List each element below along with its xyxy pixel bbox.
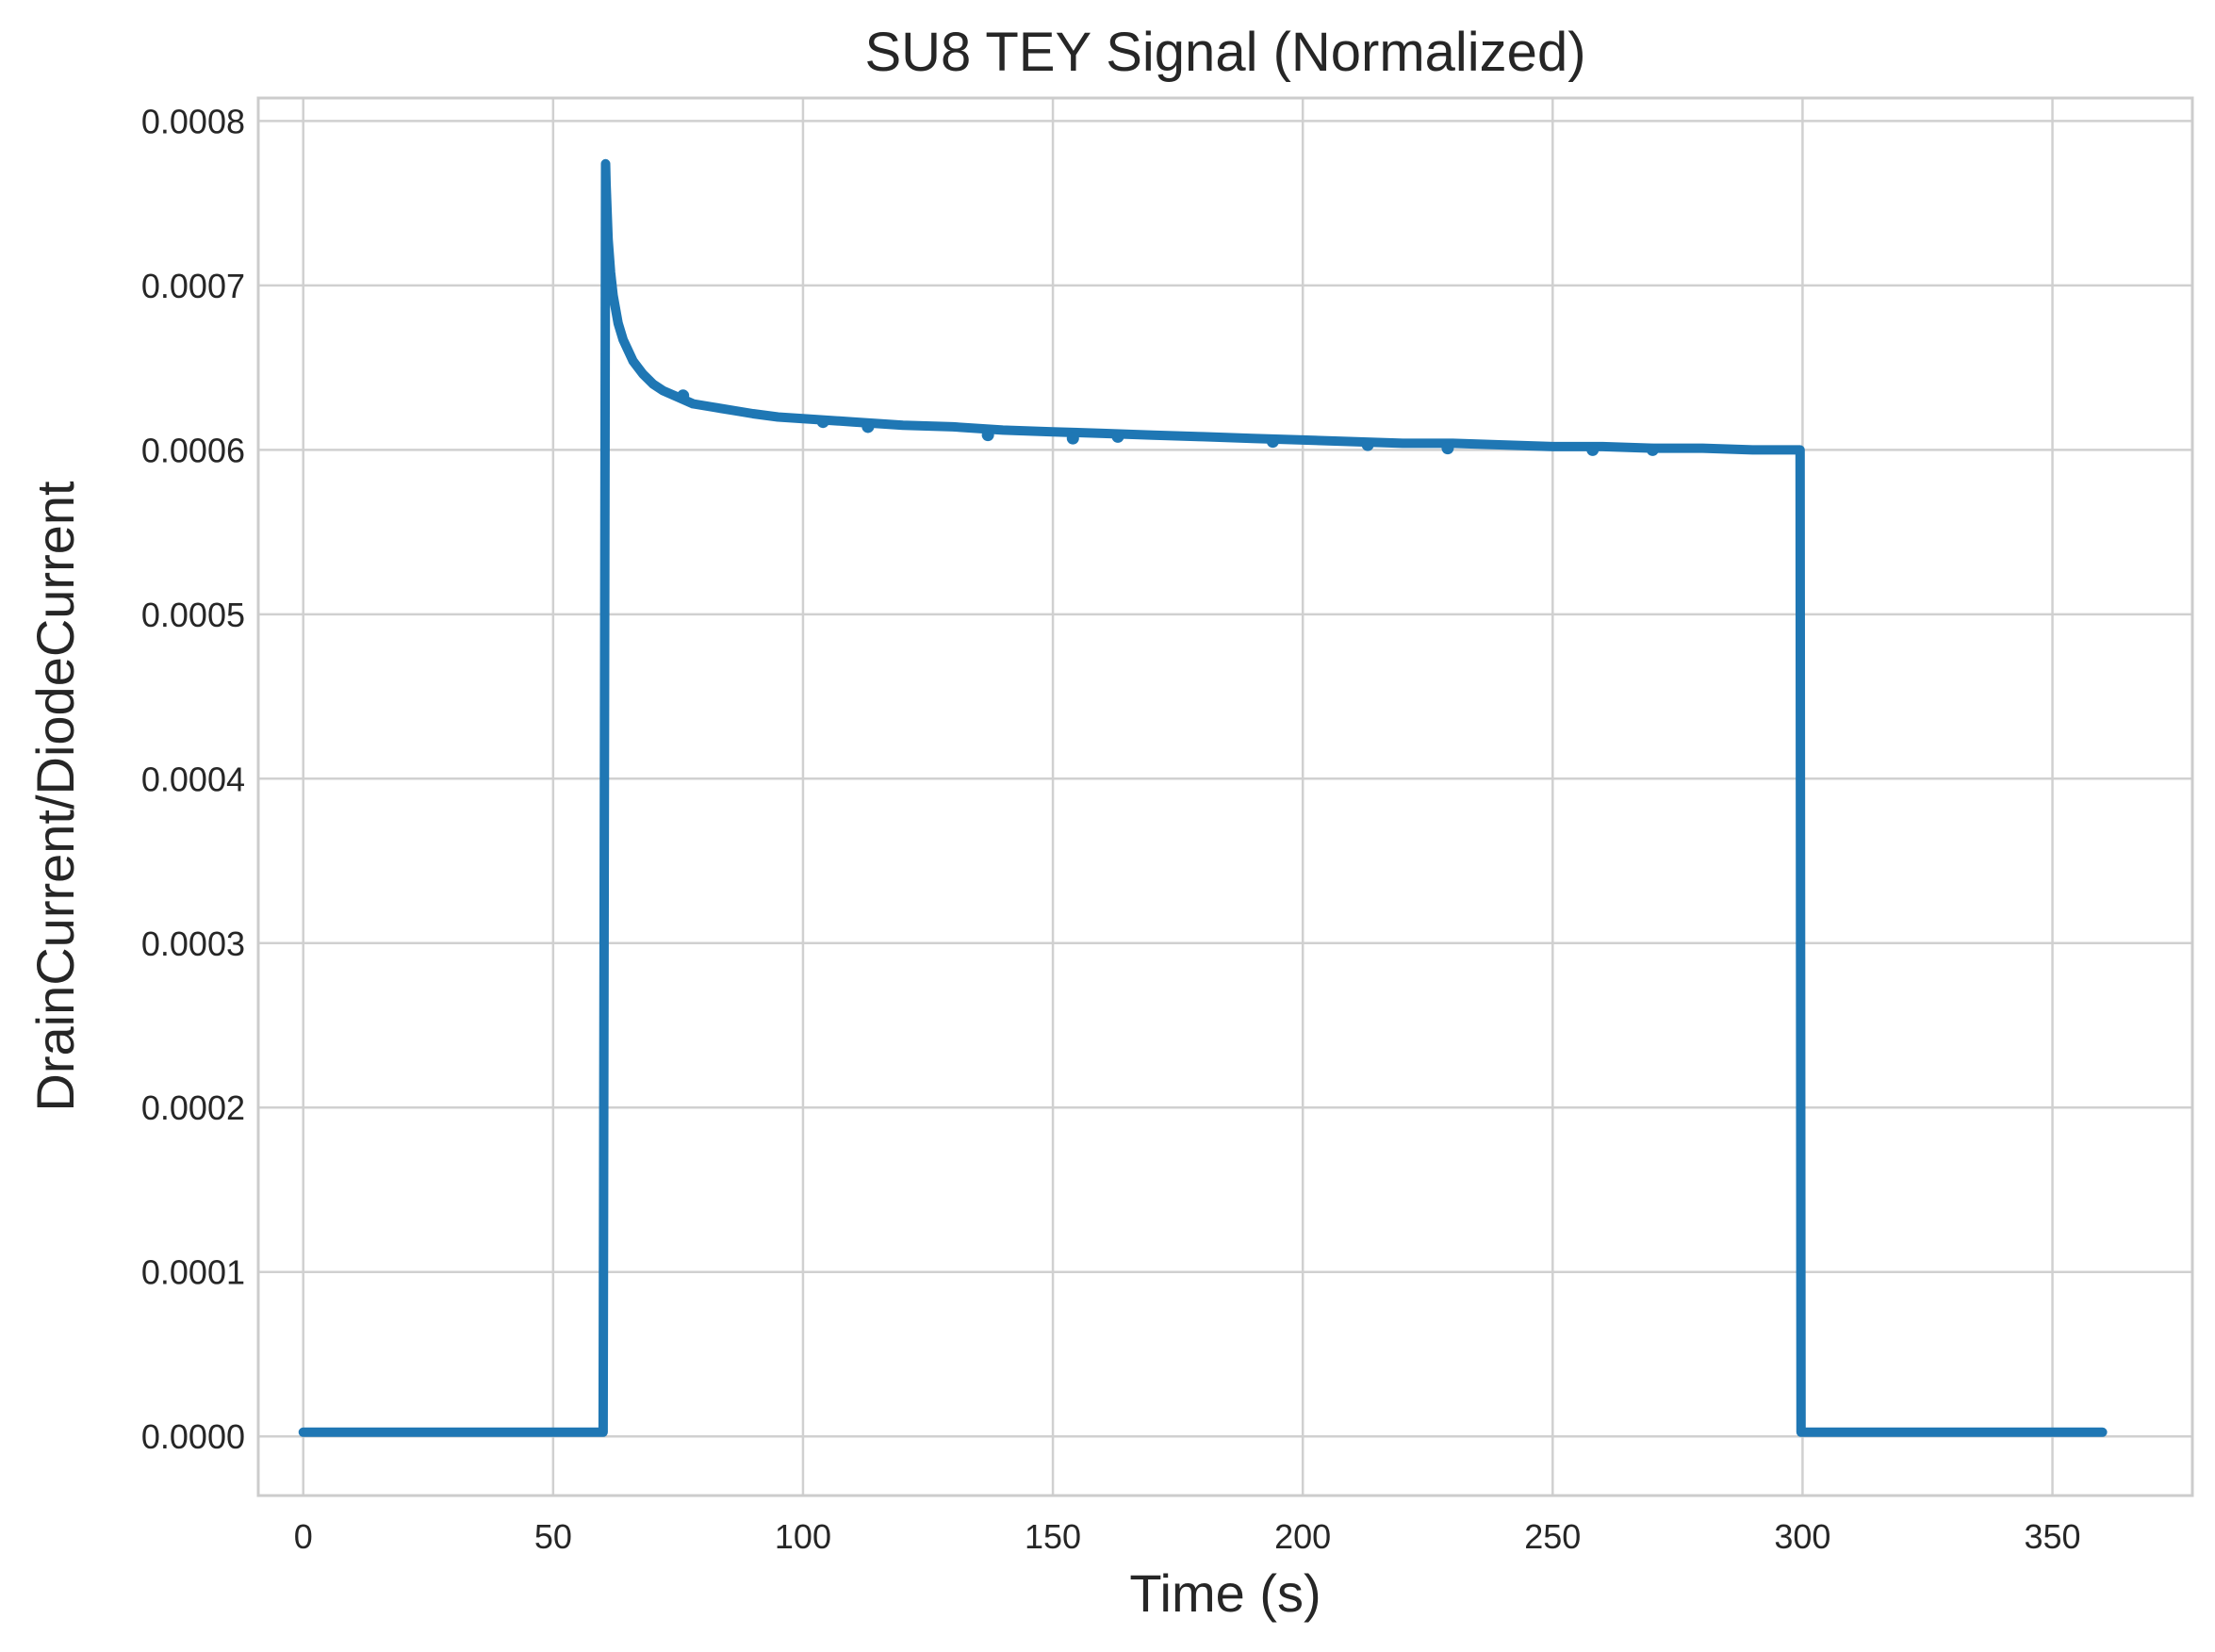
data-point bbox=[1066, 432, 1079, 445]
x-tick-label: 350 bbox=[2024, 1517, 2080, 1556]
data-point bbox=[981, 429, 994, 442]
y-tick-label: 0.0001 bbox=[141, 1253, 245, 1292]
y-tick-label: 0.0005 bbox=[141, 596, 245, 634]
x-tick-label: 300 bbox=[1774, 1517, 1830, 1556]
gridlines bbox=[258, 98, 2192, 1496]
data-point bbox=[677, 389, 690, 402]
x-tick-label: 200 bbox=[1274, 1517, 1331, 1556]
y-tick-label: 0.0007 bbox=[141, 267, 245, 305]
y-tick-label: 0.0003 bbox=[141, 924, 245, 963]
x-tick-labels: 0 50 100 150 200 250 300 350 bbox=[294, 1517, 2081, 1556]
y-tick-label: 0.0002 bbox=[141, 1088, 245, 1127]
y-tick-labels: 0.0000 0.0001 0.0002 0.0003 0.0004 0.0005 0.00… bbox=[141, 102, 245, 1456]
x-tick-label: 0 bbox=[294, 1517, 313, 1556]
y-axis-label: DrainCurrent/DiodeCurrent bbox=[25, 481, 85, 1112]
series-layer bbox=[298, 158, 2108, 1437]
y-tick-label: 0.0008 bbox=[141, 102, 245, 140]
data-point bbox=[816, 416, 829, 429]
y-tick-label: 0.0006 bbox=[141, 431, 245, 469]
x-axis-label: Time (s) bbox=[1129, 1563, 1321, 1623]
x-tick-label: 100 bbox=[775, 1517, 831, 1556]
data-point bbox=[861, 420, 875, 433]
x-tick-label: 50 bbox=[534, 1517, 572, 1556]
data-point bbox=[1361, 438, 1374, 451]
chart-title: SU8 TEY Signal (Normalized) bbox=[864, 22, 1585, 83]
plot-frame bbox=[256, 96, 2194, 1497]
data-point bbox=[1441, 442, 1454, 455]
data-point bbox=[1266, 435, 1279, 449]
data-point bbox=[1586, 443, 1600, 456]
y-tick-label: 0.0004 bbox=[141, 760, 245, 798]
x-tick-label: 150 bbox=[1025, 1517, 1081, 1556]
data-point bbox=[1111, 430, 1124, 443]
y-tick-label: 0.0000 bbox=[141, 1417, 245, 1456]
data-point bbox=[1646, 443, 1659, 456]
x-tick-label: 250 bbox=[1524, 1517, 1581, 1556]
